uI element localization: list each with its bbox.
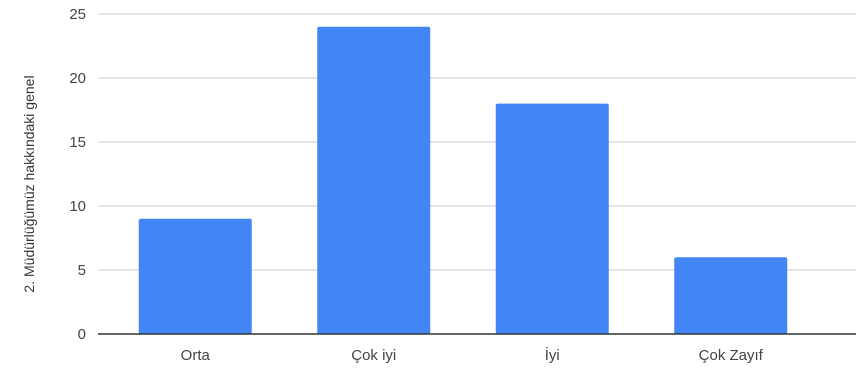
x-tick-label: Orta	[181, 347, 211, 364]
y-tick-label: 25	[69, 6, 86, 23]
bar	[138, 218, 252, 334]
axes: 2. Müdürlüğümüz hakkındaki genel 0 5 10 15 2…	[21, 6, 856, 364]
bar	[317, 26, 431, 335]
bar	[674, 257, 788, 334]
bar	[495, 103, 609, 334]
y-tick-label: 0	[78, 326, 86, 343]
x-tick-label: Çok iyi	[351, 347, 396, 364]
x-tick-label: İyi	[545, 346, 560, 364]
y-tick-label: 15	[69, 134, 86, 151]
y-tick-label: 5	[78, 262, 86, 279]
x-tick-label: Çok Zayıf	[699, 347, 764, 364]
y-tick-label: 20	[69, 70, 86, 87]
y-axis-title: 2. Müdürlüğümüz hakkındaki genel	[21, 75, 37, 292]
bars	[138, 26, 788, 335]
y-tick-label: 10	[69, 198, 86, 215]
